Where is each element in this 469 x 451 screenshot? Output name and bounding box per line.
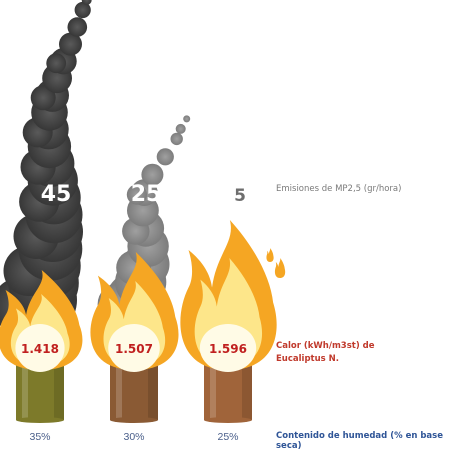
flame-core — [108, 324, 160, 372]
heat-series-label: Calor (kWh/m3st) de Eucaliptus N. — [276, 340, 375, 366]
log-end — [204, 417, 252, 423]
heat-value-label: 1.507 — [115, 342, 153, 356]
heat-value-label: 1.596 — [209, 342, 247, 356]
log-highlight — [22, 360, 28, 420]
log-shadow — [54, 360, 64, 420]
emissions-series-label: Emisiones de MP2,5 (gr/hora) — [276, 184, 402, 194]
flame — [90, 252, 179, 372]
log-highlight — [116, 360, 122, 420]
flame-core — [199, 324, 257, 372]
log-end — [110, 417, 158, 423]
log-end — [16, 417, 64, 423]
x-axis-label: Contenido de humedad (% en base seca) — [276, 431, 443, 451]
emission-value-label: 25 — [131, 182, 162, 207]
smoke-puff — [46, 53, 67, 74]
wood-log — [110, 360, 158, 423]
log-shadow — [242, 360, 252, 420]
log-highlight — [210, 360, 216, 420]
flame — [180, 220, 286, 372]
smoke-puff — [170, 132, 183, 146]
x-tick-label: 25% — [217, 431, 239, 443]
flame-spark — [266, 248, 274, 262]
flame-spark — [274, 258, 286, 278]
smoke-puff — [81, 0, 92, 5]
smoke-puff — [126, 184, 147, 205]
x-tick-label: 35% — [29, 431, 51, 443]
heat-series-label-line2: Eucaliptus N. — [276, 354, 340, 364]
flame — [0, 270, 83, 372]
smoke-puff — [59, 32, 82, 56]
x-tick-label: 30% — [123, 431, 145, 443]
smoke-plume — [0, 0, 92, 337]
smoke-puff — [74, 1, 91, 19]
smoke-puff — [175, 123, 186, 134]
smoke-puff — [67, 17, 88, 37]
wood-log — [16, 360, 64, 423]
smoke-puff — [30, 85, 56, 111]
smoke-puff — [183, 115, 191, 123]
heat-series-label-line1: Calor (kWh/m3st) de — [276, 341, 375, 351]
heat-value-label: 1.418 — [21, 342, 59, 356]
log-shadow — [148, 360, 158, 420]
emission-value-label: 45 — [41, 182, 72, 207]
emission-value-label: 5 — [234, 186, 246, 206]
flame-core — [15, 324, 65, 372]
smoke-puff — [156, 148, 174, 166]
smoke-puff — [141, 163, 164, 186]
